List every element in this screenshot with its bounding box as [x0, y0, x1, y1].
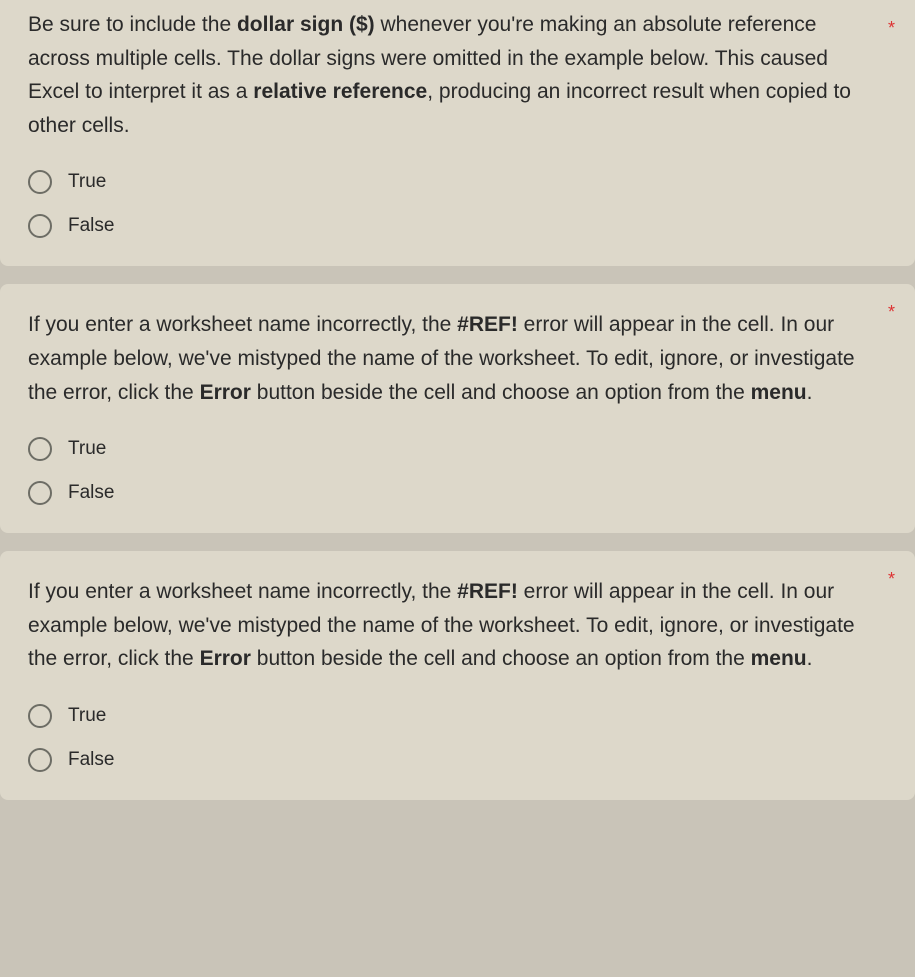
options-group: True False: [28, 437, 887, 505]
radio-circle-icon[interactable]: [28, 704, 52, 728]
radio-circle-icon[interactable]: [28, 481, 52, 505]
radio-circle-icon[interactable]: [28, 214, 52, 238]
radio-option[interactable]: False: [28, 748, 887, 772]
radio-option[interactable]: True: [28, 170, 887, 194]
question-text-part: button beside the cell and choose an opt…: [251, 381, 751, 404]
question-card: * If you enter a worksheet name incorrect…: [0, 551, 915, 800]
required-asterisk: *: [888, 18, 895, 39]
radio-option[interactable]: True: [28, 704, 887, 728]
question-text-part: Be sure to include the: [28, 13, 237, 36]
question-text: Be sure to include the dollar sign ($) w…: [28, 8, 887, 142]
option-label: False: [68, 215, 114, 237]
radio-option[interactable]: True: [28, 437, 887, 461]
question-card: *Be sure to include the dollar sign ($) …: [0, 0, 915, 266]
option-label: True: [68, 705, 106, 727]
question-text-part: Error: [200, 647, 251, 670]
question-text-part: menu: [751, 381, 807, 404]
radio-circle-icon[interactable]: [28, 748, 52, 772]
question-text-part: Error: [200, 381, 251, 404]
radio-circle-icon[interactable]: [28, 170, 52, 194]
required-asterisk: *: [888, 569, 895, 590]
radio-option[interactable]: False: [28, 214, 887, 238]
question-text-part: button beside the cell and choose an opt…: [251, 647, 751, 670]
question-text-part: If you enter a worksheet name incorrectl…: [28, 580, 457, 603]
option-label: True: [68, 438, 106, 460]
question-card: * If you enter a worksheet name incorrect…: [0, 284, 915, 533]
question-text: If you enter a worksheet name incorrectl…: [28, 308, 887, 409]
question-text-part: .: [807, 647, 813, 670]
question-text-part: dollar sign ($): [237, 13, 375, 36]
question-text: If you enter a worksheet name incorrectl…: [28, 575, 887, 676]
question-text-part: relative reference: [253, 80, 427, 103]
question-text-part: #REF!: [457, 580, 518, 603]
question-text-part: menu: [751, 647, 807, 670]
radio-option[interactable]: False: [28, 481, 887, 505]
options-group: True False: [28, 170, 887, 238]
question-text-part: #REF!: [457, 313, 518, 336]
options-group: True False: [28, 704, 887, 772]
option-label: True: [68, 171, 106, 193]
question-text-part: .: [807, 381, 813, 404]
option-label: False: [68, 749, 114, 771]
required-asterisk: *: [888, 302, 895, 323]
question-text-part: If you enter a worksheet name incorrectl…: [28, 313, 457, 336]
radio-circle-icon[interactable]: [28, 437, 52, 461]
option-label: False: [68, 482, 114, 504]
